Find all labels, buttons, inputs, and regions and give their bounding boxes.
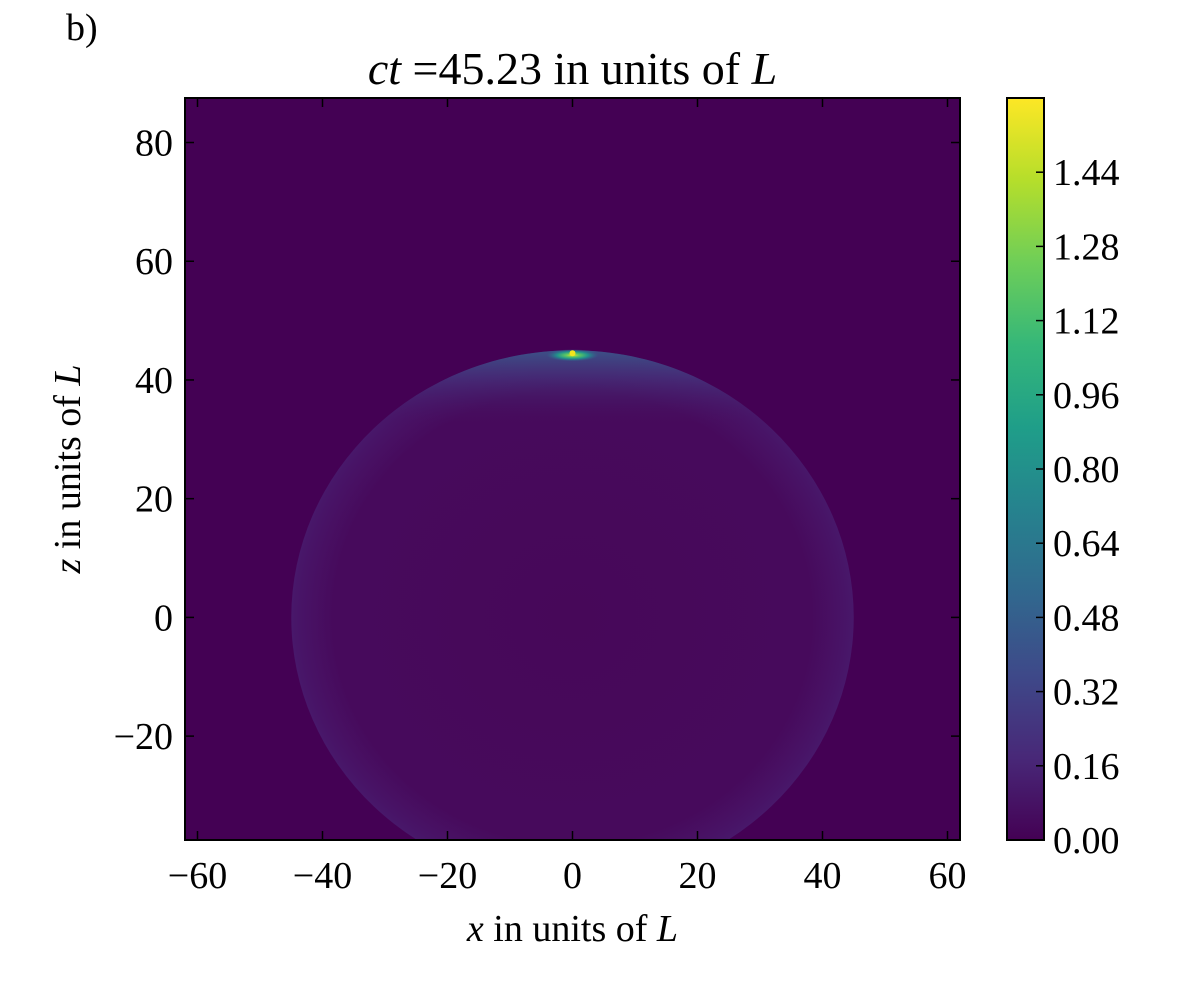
x-tick-label: 0 (563, 855, 582, 897)
x-axis-unit: L (656, 908, 679, 950)
colorbar-tick-label: 0.32 (1053, 672, 1120, 714)
y-tick-label: 80 (135, 123, 173, 165)
colorbar-tick-label: 1.28 (1053, 226, 1120, 268)
x-tick-label: −20 (418, 855, 477, 897)
x-tick-label: −60 (168, 855, 227, 897)
x-tick-label: 20 (679, 855, 717, 897)
colorbar-tick-label: 1.12 (1053, 301, 1120, 343)
title-unit: L (751, 43, 778, 94)
heatmap-sphere-region (291, 350, 854, 840)
y-axis-label: z in units of L (45, 364, 91, 573)
colorbar-tick-label: 0.64 (1053, 523, 1120, 565)
y-tick-label: −20 (114, 716, 173, 758)
heatmap-hotspot-peak (569, 350, 576, 357)
colorbar-tick-label: 0.16 (1053, 746, 1120, 788)
colorbar-tick-label: 0.80 (1053, 449, 1120, 491)
y-tick-label: 0 (154, 597, 173, 639)
colorbar-tick-label: 0.00 (1053, 820, 1120, 862)
x-tick-label: 60 (929, 855, 967, 897)
y-tick-label: 20 (135, 479, 173, 521)
heatmap-cap-group (373, 350, 772, 429)
x-axis-label: x in units of L (185, 906, 960, 952)
colorbar-tick-label: 0.96 (1053, 375, 1120, 417)
heatmap-cap-region (373, 350, 772, 429)
title-variable: ct (367, 43, 402, 94)
y-tick-label: 40 (135, 360, 173, 402)
y-axis-text: in units of (47, 385, 89, 559)
y-axis-variable: z (47, 558, 89, 574)
chart-title: ct =45.23 in units of L (185, 42, 960, 96)
colorbar-tick-label: 0.48 (1053, 597, 1120, 639)
x-tick-label: 40 (804, 855, 842, 897)
y-axis-unit: L (47, 364, 89, 386)
x-tick-label: −40 (293, 855, 352, 897)
y-tick-label: 60 (135, 241, 173, 283)
title-text: =45.23 in units of (401, 43, 752, 94)
x-axis-text: in units of (483, 908, 657, 950)
colorbar-tick-label: 1.44 (1053, 152, 1120, 194)
x-axis-variable: x (466, 908, 484, 950)
panel-label: b) (66, 7, 98, 49)
